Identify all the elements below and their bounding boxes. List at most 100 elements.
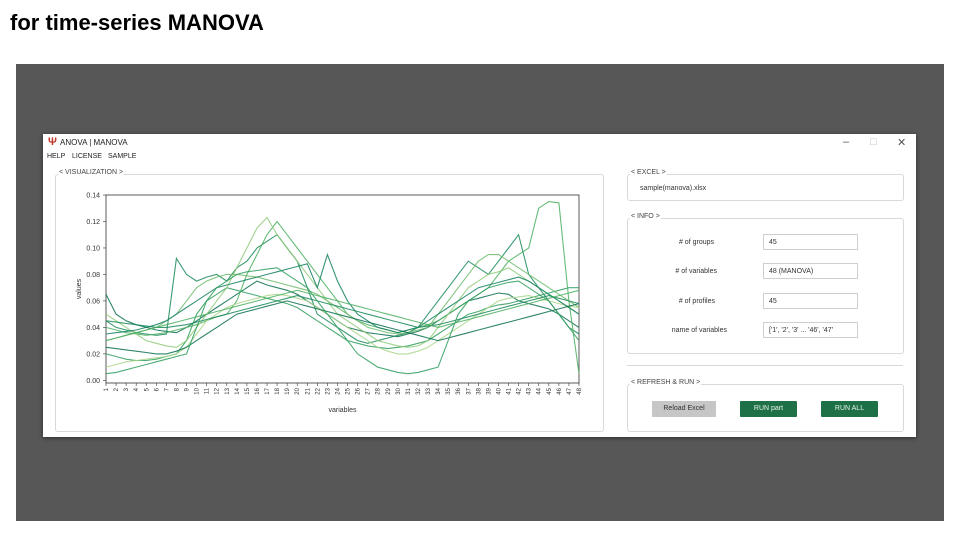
x-tick-label: 19 (285, 387, 291, 394)
series-line (105, 295, 580, 328)
x-tick-label: 11 (205, 387, 211, 394)
groups-label: # of groups (678, 239, 714, 246)
reload-excel-button[interactable]: Reload Excel (652, 401, 716, 417)
x-tick-label: 35 (446, 387, 452, 394)
series-line (105, 289, 580, 342)
x-tick-label: 45 (547, 387, 553, 394)
x-tick-label: 32 (416, 387, 422, 394)
profiles-label: # of profiles (678, 298, 715, 305)
x-tick-label: 27 (366, 387, 372, 394)
x-tick-label: 48 (577, 387, 583, 394)
visualization-label: < VISUALIZATION > (58, 169, 125, 176)
info-group: < INFO > # of groups 45 # of variables 4… (627, 213, 904, 354)
x-tick-label: 33 (426, 387, 432, 394)
x-tick-label: 25 (346, 387, 352, 394)
menu-help[interactable]: HELP (47, 153, 66, 160)
series-line (105, 233, 580, 344)
x-tick-label: 3 (124, 387, 130, 391)
x-tick-label: 14 (235, 387, 241, 394)
series-line (105, 252, 580, 335)
x-tick-label: 36 (456, 387, 462, 394)
x-tick-label: 18 (275, 387, 281, 394)
x-tick-label: 44 (537, 387, 543, 394)
x-tick-label: 9 (185, 387, 191, 391)
profiles-field[interactable]: 45 (763, 293, 858, 309)
y-axis-label: values (76, 278, 83, 299)
x-tick-label: 8 (174, 387, 180, 391)
x-tick-label: 29 (386, 387, 392, 394)
info-label: < INFO > (630, 213, 661, 220)
menu-license[interactable]: LICENSE (72, 153, 102, 160)
excel-label: < EXCEL > (630, 169, 667, 176)
x-tick-label: 13 (225, 387, 231, 394)
visualization-group: < VISUALIZATION > 0.00 0.02 0.04 0.06 0.08 0.… (55, 169, 604, 432)
x-tick-label: 21 (305, 387, 311, 394)
x-tick-label: 23 (325, 387, 331, 394)
x-tick-label: 37 (466, 387, 472, 394)
series-line (105, 287, 579, 362)
run-part-button[interactable]: RUN part (740, 401, 797, 417)
x-tick-label: 26 (356, 387, 362, 394)
window-title: ANOVA | MANOVA (60, 138, 128, 147)
x-tick-label: 17 (265, 387, 271, 394)
x-tick-label: 42 (517, 387, 523, 394)
excel-file-name: sample(manova).xlsx (640, 185, 707, 192)
psi-logo-icon: Ψ (48, 136, 57, 148)
x-tick-label: 43 (527, 387, 533, 394)
y-tick-label: 0.00 (86, 378, 100, 385)
x-tick-label: 28 (376, 387, 382, 394)
slide-title: for time-series MANOVA (10, 10, 264, 35)
groups-field[interactable]: 45 (763, 234, 858, 250)
series-line (105, 216, 580, 348)
x-tick-label: 2 (114, 387, 120, 391)
variables-field[interactable]: 48 (MANOVA) (763, 263, 858, 279)
x-tick-label: 6 (154, 387, 160, 391)
x-tick-label: 39 (486, 387, 492, 394)
variable-names-field[interactable]: ['1', '2', '3' ... '46', '47' (763, 322, 858, 338)
variable-names-label: name of variables (671, 327, 727, 334)
x-tick-label: 31 (406, 387, 412, 394)
separator (627, 365, 903, 366)
x-tick-label: 12 (215, 387, 221, 394)
x-tick-label: 38 (476, 387, 482, 394)
y-tick-label: 0.10 (86, 245, 100, 252)
x-tick-label: 1 (104, 387, 110, 391)
x-tick-label: 15 (245, 387, 251, 394)
x-tick-label: 34 (436, 387, 442, 394)
y-tick-label: 0.12 (86, 219, 100, 226)
maximize-icon[interactable]: □ (870, 136, 877, 148)
excel-group: < EXCEL > sample(manova).xlsx (627, 169, 904, 201)
y-tick-label: 0.14 (86, 193, 100, 200)
x-tick-label: 24 (335, 387, 341, 394)
x-tick-label: 46 (557, 387, 563, 394)
x-tick-label: 10 (195, 387, 201, 394)
variables-label: # of variables (675, 268, 717, 275)
y-tick-label: 0.06 (86, 298, 100, 305)
app-window: Ψ ANOVA | MANOVA – □ ✕ HELP LICENSE SAMP… (43, 134, 916, 437)
refresh-run-label: < REFRESH & RUN > (630, 379, 702, 386)
line-chart: 0.000.020.040.060.080.100.120.141 2 3 4 5 6 7 8… (76, 193, 583, 415)
y-tick-label: 0.02 (86, 351, 100, 358)
x-axis-label: variables (328, 407, 357, 414)
x-tick-label: 47 (567, 387, 573, 394)
menu-sample[interactable]: SAMPLE (108, 153, 137, 160)
x-tick-label: 22 (315, 387, 321, 394)
x-tick-label: 30 (396, 387, 402, 394)
x-tick-label: 16 (255, 387, 261, 394)
series-line (105, 300, 580, 355)
refresh-run-group: < REFRESH & RUN > Reload Excel RUN part … (627, 379, 904, 432)
run-all-button[interactable]: RUN ALL (821, 401, 878, 417)
x-tick-label: 5 (144, 387, 150, 391)
title-bar[interactable]: Ψ ANOVA | MANOVA – □ ✕ (43, 134, 916, 152)
x-tick-label: 4 (134, 387, 140, 391)
x-tick-label: 20 (295, 387, 301, 394)
x-tick-label: 40 (496, 387, 502, 394)
close-icon[interactable]: ✕ (897, 137, 907, 149)
series-line (105, 267, 580, 375)
minimize-icon[interactable]: – (843, 136, 850, 148)
y-tick-label: 0.04 (86, 325, 100, 332)
series-line (105, 254, 580, 342)
plot-frame (105, 194, 580, 384)
x-tick-label: 41 (507, 387, 513, 394)
y-tick-label: 0.08 (86, 272, 100, 279)
